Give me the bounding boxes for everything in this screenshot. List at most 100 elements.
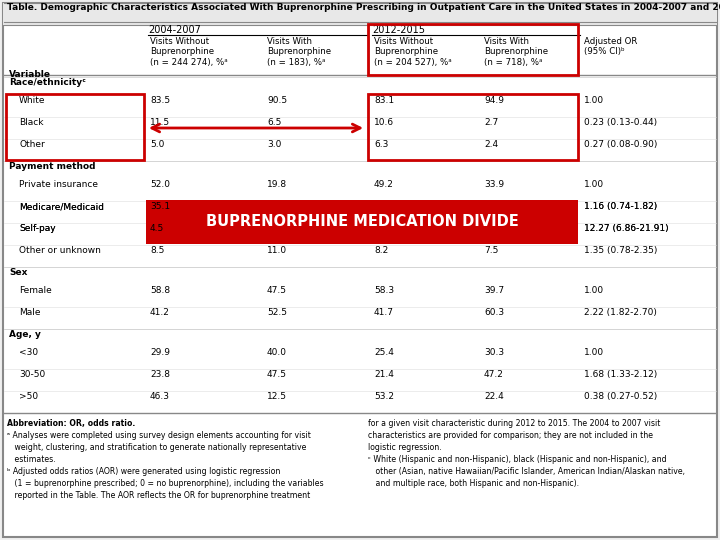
Text: >50: >50 (19, 392, 38, 401)
Text: White: White (19, 96, 45, 105)
Text: 2.22 (1.82-2.70): 2.22 (1.82-2.70) (584, 308, 657, 317)
Text: weight, clustering, and stratification to generate nationally representative: weight, clustering, and stratification t… (7, 443, 307, 452)
Text: 4.5: 4.5 (150, 224, 164, 233)
Text: Abbreviation: OR, odds ratio.: Abbreviation: OR, odds ratio. (7, 419, 135, 428)
Text: 58.8: 58.8 (150, 286, 170, 295)
Text: 10.6: 10.6 (374, 118, 394, 127)
Text: 12.27 (6.86-21.91): 12.27 (6.86-21.91) (584, 224, 669, 233)
Text: 35.1: 35.1 (150, 202, 170, 211)
Text: Visits Without
Buprenorphine
(n = 204 527), %ᵃ: Visits Without Buprenorphine (n = 204 52… (374, 37, 451, 67)
Text: 30-50: 30-50 (19, 370, 45, 379)
Text: and multiple race, both Hispanic and non-Hispanic).: and multiple race, both Hispanic and non… (368, 479, 579, 488)
Text: 11.5: 11.5 (150, 118, 170, 127)
Text: <30: <30 (19, 348, 38, 357)
Text: 1.00: 1.00 (584, 180, 604, 189)
Text: characteristics are provided for comparison; they are not included in the: characteristics are provided for compari… (368, 431, 653, 440)
Text: 60.3: 60.3 (484, 308, 504, 317)
Text: 1.68 (1.33-2.12): 1.68 (1.33-2.12) (584, 370, 657, 379)
Text: Other or unknown: Other or unknown (19, 246, 101, 255)
Text: Variable: Variable (9, 70, 51, 79)
Text: 41.7: 41.7 (374, 308, 394, 317)
Text: 41.2: 41.2 (150, 308, 170, 317)
Text: 83.1: 83.1 (374, 96, 394, 105)
Text: 47.5: 47.5 (267, 370, 287, 379)
Text: 12.5: 12.5 (267, 392, 287, 401)
Text: 49.2: 49.2 (374, 180, 394, 189)
Text: Self-pay: Self-pay (19, 224, 55, 233)
Text: 0.38 (0.27-0.52): 0.38 (0.27-0.52) (584, 392, 657, 401)
Text: Medicare/Medicaid: Medicare/Medicaid (19, 202, 104, 211)
Text: 12.27 (6.86-21.91): 12.27 (6.86-21.91) (584, 224, 669, 233)
Bar (3, 3, 717, 25)
Text: 19.8: 19.8 (267, 180, 287, 189)
Text: Race/ethnicityᶜ: Race/ethnicityᶜ (9, 78, 86, 87)
Text: 52.5: 52.5 (267, 308, 287, 317)
Text: 1.16 (0.74-1.82): 1.16 (0.74-1.82) (584, 202, 657, 211)
Text: Other: Other (19, 140, 45, 149)
Text: other (Asian, native Hawaiian/Pacific Islander, American Indian/Alaskan native,: other (Asian, native Hawaiian/Pacific Is… (368, 467, 685, 476)
Text: 47.2: 47.2 (484, 370, 504, 379)
Text: 1.00: 1.00 (584, 96, 604, 105)
Text: ᵇ Adjusted odds ratios (AOR) were generated using logistic regression: ᵇ Adjusted odds ratios (AOR) were genera… (7, 467, 280, 476)
Text: 7.5: 7.5 (484, 246, 498, 255)
Text: 6.3: 6.3 (374, 140, 388, 149)
Text: 5.0: 5.0 (150, 140, 164, 149)
Text: Visits Without
Buprenorphine
(n = 244 274), %ᵃ: Visits Without Buprenorphine (n = 244 27… (150, 37, 228, 67)
Text: 58.3: 58.3 (374, 286, 394, 295)
Text: 11.0: 11.0 (267, 246, 287, 255)
Text: (1 = buprenorphine prescribed; 0 = no buprenorphine), including the variables: (1 = buprenorphine prescribed; 0 = no bu… (7, 479, 323, 488)
Text: Sex: Sex (9, 268, 27, 277)
Text: 94.9: 94.9 (484, 96, 504, 105)
Text: Visits With
Buprenorphine
(n = 718), %ᵃ: Visits With Buprenorphine (n = 718), %ᵃ (484, 37, 548, 67)
Text: 8.5: 8.5 (150, 246, 164, 255)
Text: 33.9: 33.9 (484, 180, 504, 189)
Text: Medicare/Medicaid: Medicare/Medicaid (19, 202, 104, 211)
Text: Payment method: Payment method (9, 162, 96, 171)
Text: ᵃ Analyses were completed using survey design elements accounting for visit: ᵃ Analyses were completed using survey d… (7, 431, 311, 440)
Text: Adjusted OR
(95% CI)ᵇ: Adjusted OR (95% CI)ᵇ (584, 37, 637, 56)
Bar (368, 24, 578, 75)
Text: 23.8: 23.8 (150, 370, 170, 379)
Text: 46.3: 46.3 (150, 392, 170, 401)
Text: Visits With
Buprenorphine
(n = 183), %ᵃ: Visits With Buprenorphine (n = 183), %ᵃ (267, 37, 331, 67)
Text: 2.7: 2.7 (484, 118, 498, 127)
Text: Age, y: Age, y (9, 330, 41, 339)
Text: logistic regression.: logistic regression. (368, 443, 442, 452)
Text: 1.00: 1.00 (584, 286, 604, 295)
Text: 2004-2007: 2004-2007 (148, 25, 201, 35)
Text: 25.4: 25.4 (374, 348, 394, 357)
Text: Private insurance: Private insurance (19, 180, 98, 189)
Text: 0.23 (0.13-0.44): 0.23 (0.13-0.44) (584, 118, 657, 127)
Text: 53.2: 53.2 (374, 392, 394, 401)
Text: 22.4: 22.4 (484, 392, 504, 401)
Text: 30.3: 30.3 (484, 348, 504, 357)
Text: BUPRENORPHINE MEDICATION DIVIDE: BUPRENORPHINE MEDICATION DIVIDE (206, 214, 518, 230)
Text: 4.5: 4.5 (150, 224, 164, 233)
Text: 0.27 (0.08-0.90): 0.27 (0.08-0.90) (584, 140, 657, 149)
Text: ᶜ White (Hispanic and non-Hispanic), black (Hispanic and non-Hispanic), and: ᶜ White (Hispanic and non-Hispanic), bla… (368, 455, 667, 464)
Text: 2.4: 2.4 (484, 140, 498, 149)
Text: 3.0: 3.0 (267, 140, 282, 149)
Text: Self-pay: Self-pay (19, 224, 55, 233)
Text: 1.00: 1.00 (584, 348, 604, 357)
Text: 8.2: 8.2 (374, 246, 388, 255)
Text: 21.4: 21.4 (374, 370, 394, 379)
Text: 52.0: 52.0 (150, 180, 170, 189)
Text: 35.1: 35.1 (150, 202, 170, 211)
Text: 90.5: 90.5 (267, 96, 287, 105)
Text: Black: Black (19, 118, 43, 127)
Bar (368, 94, 578, 160)
Text: Table. Demographic Characteristics Associated With Buprenorphine Prescribing in : Table. Demographic Characteristics Assoc… (7, 3, 720, 12)
Text: 1.35 (0.78-2.35): 1.35 (0.78-2.35) (584, 246, 657, 255)
Text: Male: Male (19, 308, 40, 317)
Text: 1.16 (0.74-1.82): 1.16 (0.74-1.82) (584, 202, 657, 211)
Text: 6.5: 6.5 (267, 118, 282, 127)
Text: for a given visit characteristic during 2012 to 2015. The 2004 to 2007 visit: for a given visit characteristic during … (368, 419, 660, 428)
Text: 29.9: 29.9 (150, 348, 170, 357)
Text: reported in the Table. The AOR reflects the OR for buprenorphine treatment: reported in the Table. The AOR reflects … (7, 491, 310, 500)
Text: Female: Female (19, 286, 52, 295)
Bar (6, 94, 144, 160)
Text: 83.5: 83.5 (150, 96, 170, 105)
Text: 39.7: 39.7 (484, 286, 504, 295)
Bar (146, 200, 578, 244)
